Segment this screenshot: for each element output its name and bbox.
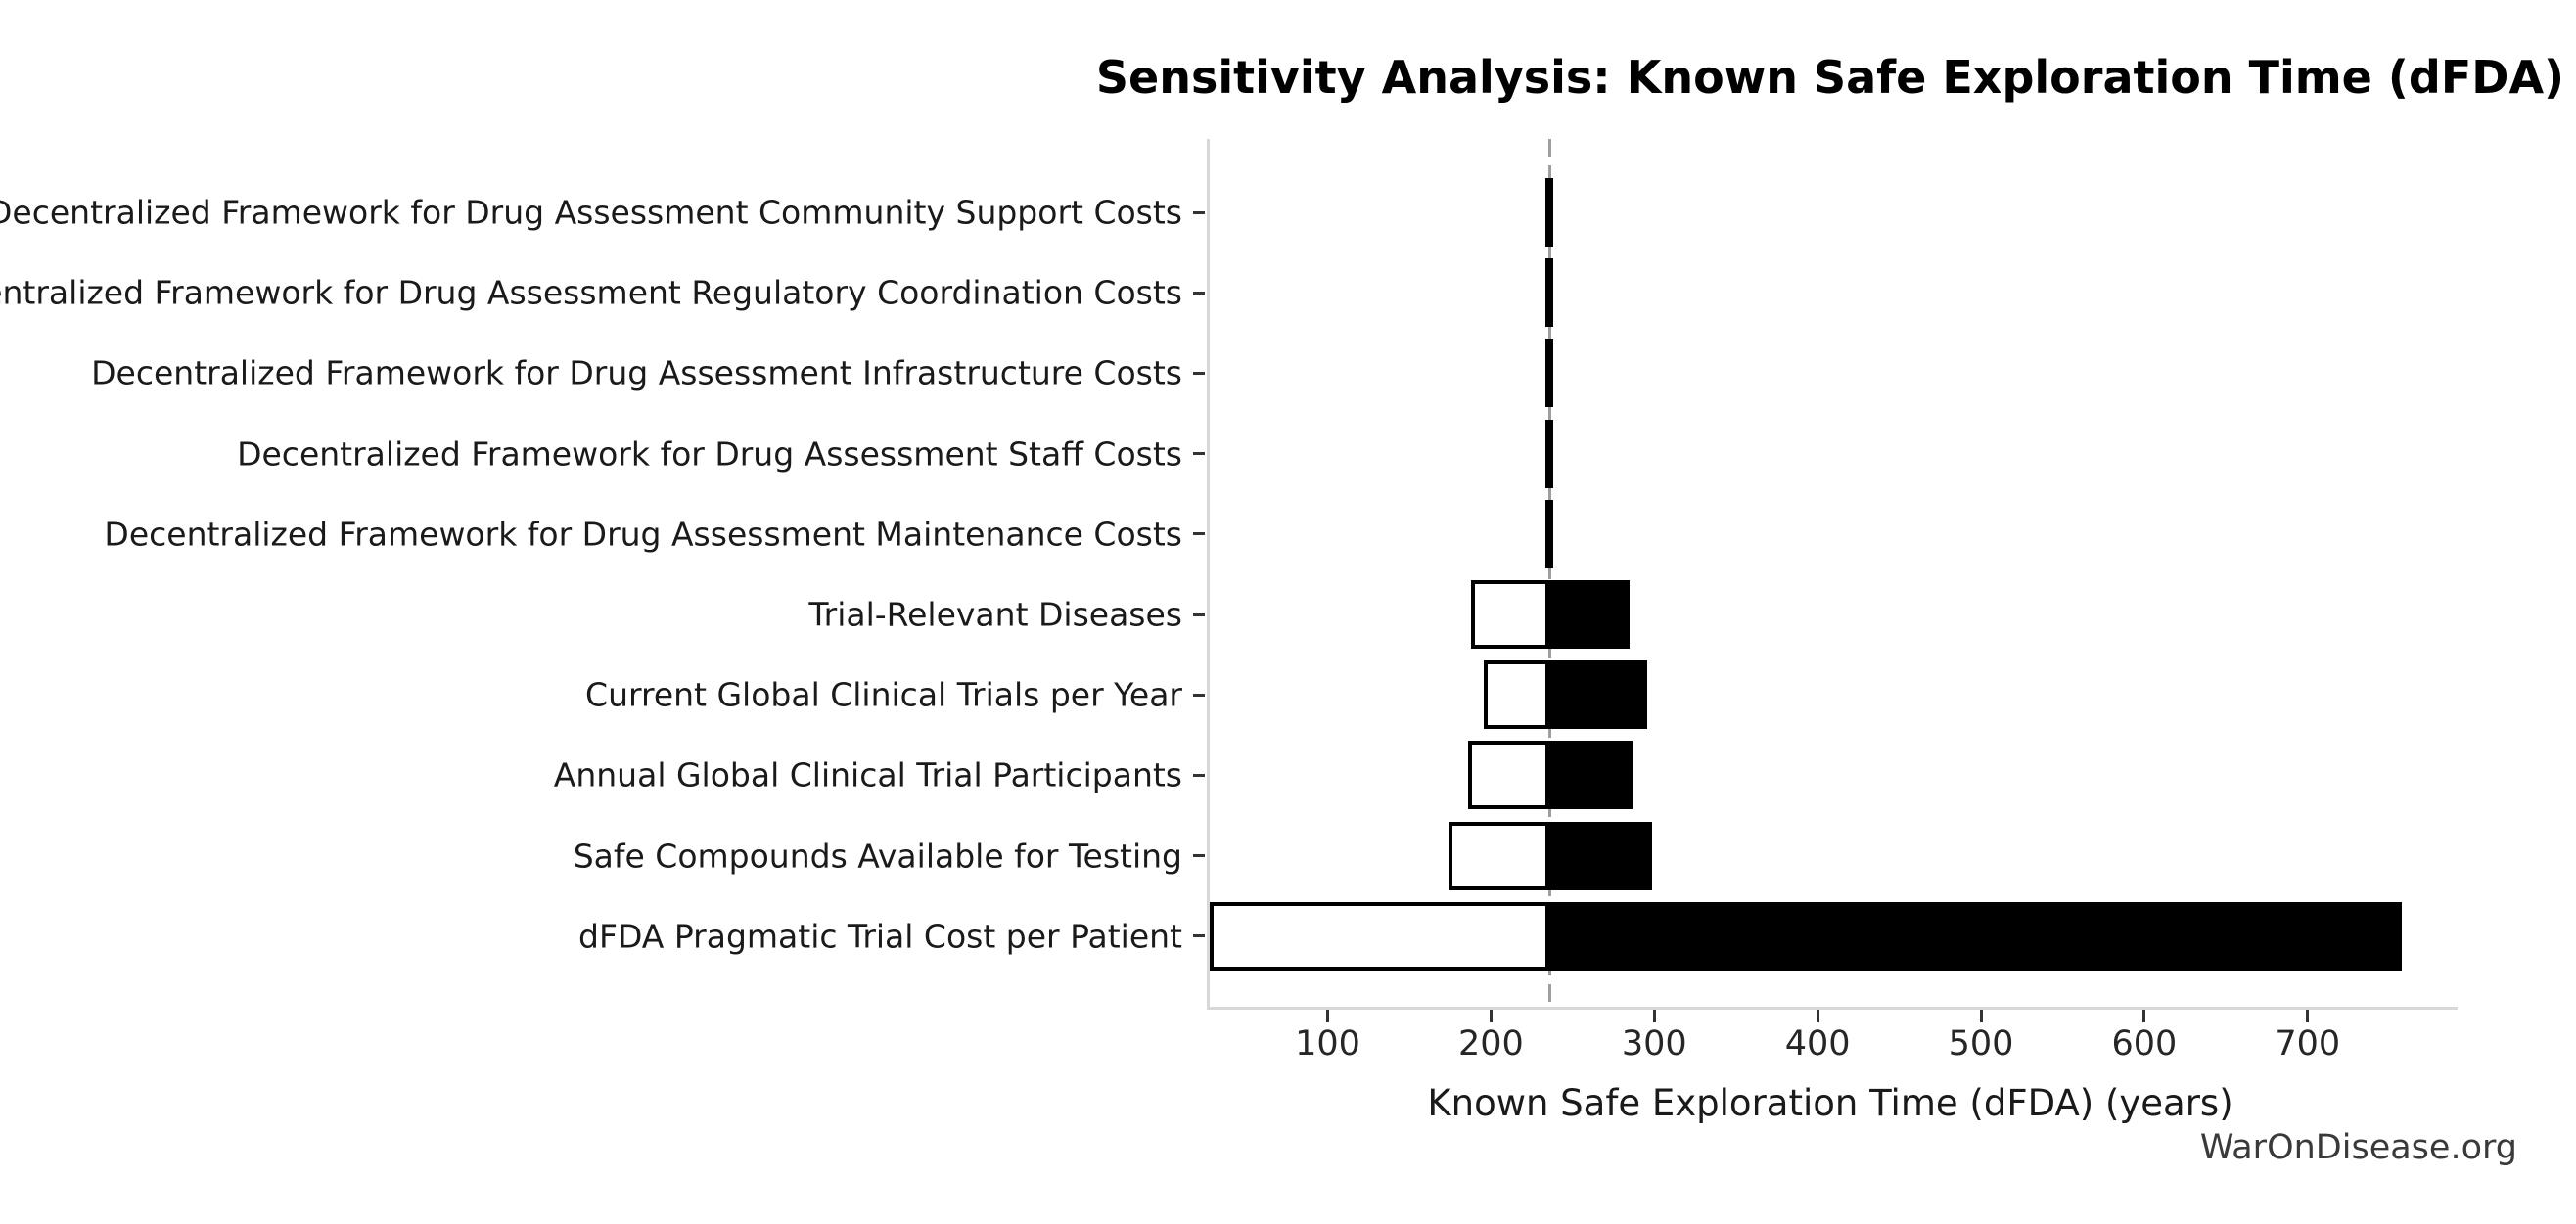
y-tick-mark: [1193, 934, 1205, 938]
x-tick-label: 500: [1948, 1024, 2014, 1064]
base-value-dashed-line: [1547, 139, 1551, 1007]
x-tick-mark: [1816, 1010, 1819, 1022]
y-tick-mark: [1193, 452, 1205, 456]
chart-title: Sensitivity Analysis: Known Safe Explora…: [1095, 51, 2565, 104]
x-tick-mark: [1489, 1010, 1493, 1022]
x-tick-mark: [1652, 1010, 1656, 1022]
y-axis-category-label: Annual Global Clinical Trial Participant…: [553, 755, 1182, 794]
y-tick-mark: [1193, 854, 1205, 858]
tornado-bar-low-segment: [1471, 580, 1550, 649]
tornado-bar-tiny: [1545, 258, 1553, 328]
tornado-bar-high-segment: [1549, 580, 1630, 649]
tornado-bar-high-segment: [1549, 660, 1648, 730]
tornado-bar-tiny: [1545, 499, 1553, 568]
y-axis-category-label: Decentralized Framework for Drug Assessm…: [0, 193, 1182, 232]
tornado-bar-low-segment: [1467, 741, 1550, 810]
x-tick-label: 700: [2275, 1024, 2341, 1064]
y-axis-category-label: Decentralized Framework for Drug Assessm…: [104, 515, 1182, 554]
x-tick-mark: [2306, 1010, 2310, 1022]
tornado-bar-tiny: [1545, 178, 1553, 247]
y-axis-category-label: Decentralized Framework for Drug Assessm…: [0, 273, 1182, 312]
x-tick-label: 200: [1457, 1024, 1524, 1064]
tornado-bar-high-segment: [1549, 741, 1633, 810]
y-axis-category-label: dFDA Pragmatic Trial Cost per Patient: [578, 917, 1182, 956]
tornado-bar-tiny: [1545, 419, 1553, 488]
y-axis-category-label: Decentralized Framework for Drug Assessm…: [91, 353, 1182, 392]
y-axis-category-label: Decentralized Framework for Drug Assessm…: [237, 434, 1182, 474]
y-tick-mark: [1193, 371, 1205, 375]
x-tick-mark: [1979, 1010, 1983, 1022]
x-tick-label: 300: [1621, 1024, 1687, 1064]
tornado-bar-low-segment: [1484, 660, 1550, 730]
tornado-bar-tiny: [1545, 339, 1553, 408]
x-tick-mark: [1325, 1010, 1329, 1022]
tornado-bar-low-segment: [1210, 901, 1550, 971]
y-tick-mark: [1193, 612, 1205, 616]
y-tick-mark: [1193, 291, 1205, 295]
x-tick-mark: [2142, 1010, 2146, 1022]
plot-area: [1207, 139, 2458, 1010]
watermark: WarOnDisease.org: [2199, 1128, 2517, 1167]
x-axis-title: Known Safe Exploration Time (dFDA) (year…: [1427, 1082, 2233, 1124]
tornado-bar-high-segment: [1549, 901, 2403, 971]
x-tick-label: 600: [2111, 1024, 2178, 1064]
x-tick-label: 100: [1295, 1024, 1360, 1064]
y-tick-mark: [1193, 773, 1205, 777]
y-tick-mark: [1193, 532, 1205, 536]
y-axis-category-label: Current Global Clinical Trials per Year: [585, 675, 1182, 714]
y-tick-mark: [1193, 693, 1205, 697]
y-tick-mark: [1193, 210, 1205, 214]
tornado-bar-low-segment: [1448, 821, 1550, 890]
y-axis-category-label: Safe Compounds Available for Testing: [573, 837, 1182, 876]
tornado-bar-high-segment: [1549, 821, 1653, 890]
x-tick-label: 400: [1784, 1024, 1851, 1064]
y-axis-category-label: Trial-Relevant Diseases: [808, 595, 1182, 634]
